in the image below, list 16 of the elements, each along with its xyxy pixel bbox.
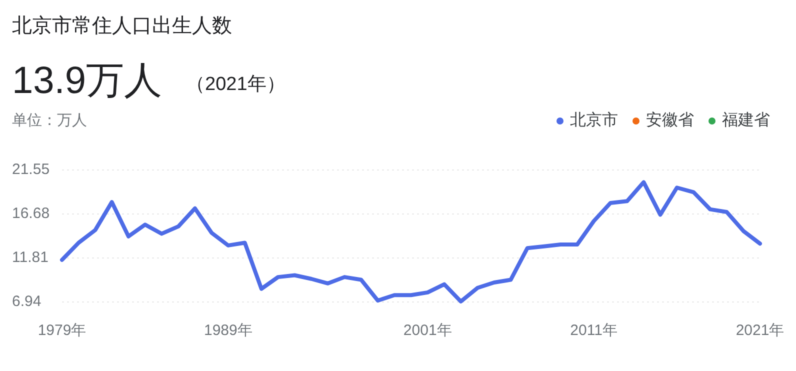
y-tick-label: 6.94 [12, 292, 42, 310]
chart-title: 北京市常住人口出生人数 [12, 15, 232, 37]
x-tick-label: 2021年 [736, 322, 784, 339]
x-tick-label: 1989年 [204, 322, 252, 339]
legend-label: 福建省 [722, 111, 770, 130]
x-tick-label: 2001年 [403, 322, 452, 339]
text: （2021年） [186, 74, 286, 95]
legend-label: 北京市 [570, 111, 618, 130]
x-tick-label: 2011年 [570, 322, 618, 339]
text: 单位：万人 [12, 112, 87, 129]
y-tick-label: 11.81 [12, 248, 48, 266]
y-tick-label: 21.55 [12, 160, 50, 178]
chart-subtitle: 13.9万人 [12, 60, 162, 102]
x-tick-label: 1979年 [38, 322, 86, 339]
y-tick-label: 16.68 [12, 204, 50, 222]
legend-label: 安徽省 [646, 111, 694, 130]
